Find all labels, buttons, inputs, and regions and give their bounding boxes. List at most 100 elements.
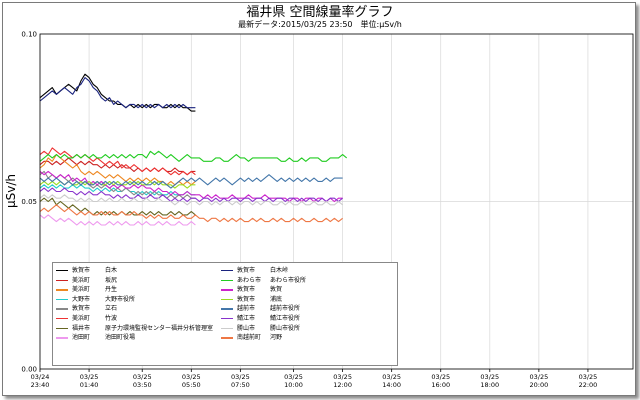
legend-item: 美浜町 坂尻 [56,276,213,286]
legend-city: 福井市 [72,324,91,332]
series-line [39,194,343,206]
legend-item: 越前市 越前市役所 [221,304,306,314]
x-tick-label: 16:00 [431,381,450,389]
legend-swatch [56,270,68,272]
legend-station: 立石 [105,305,118,313]
legend-swatch [221,279,233,282]
x-tick-label: 22:00 [579,381,598,389]
legend-item: 敦賀市 立石 [56,304,213,314]
legend-swatch [56,327,68,330]
legend-column-left: 敦賀市 白木 美浜町 坂尻 美浜町 丹生 大野市 大野市役所 敦賀市 立石 美浜町 竹波 福井市 原子力環… [56,266,213,343]
legend-swatch [221,308,233,310]
series-line [39,204,343,223]
legend-item: 池田町 池田町役場 [56,333,213,343]
legend-item: あわら市 あわら市役所 [221,276,306,286]
legend-item: 美浜町 竹波 [56,314,213,324]
legend-city: 美浜町 [72,276,91,284]
x-tick-label: 03/25 [431,373,450,381]
series-line [39,150,348,162]
legend-station: 坂尻 [105,276,118,284]
chart-title: 福井県 空間線量率グラフ [246,5,394,20]
x-tick-label: 03/25 [80,373,99,381]
legend-station: 竹波 [105,314,118,322]
legend-swatch [56,337,68,339]
series-line [39,147,196,176]
series-line [39,174,343,189]
legend-item: 大野市 大野市役所 [56,295,213,305]
legend-swatch [56,318,68,320]
legend-swatch [56,308,68,310]
legend-city: 敦賀市 [72,267,91,274]
legend-city: 大野市 [72,295,91,303]
x-tick-label: 01:40 [80,381,99,389]
legend-station: 越前市役所 [270,305,301,313]
legend-city: 敦賀市 [72,305,91,313]
legend-swatch [221,298,233,301]
y-tick-label: 0.00 [21,366,37,374]
x-tick-label: 20:00 [530,381,549,389]
series-line [39,154,196,186]
x-tick-label: 14:00 [382,381,401,389]
legend-swatch [221,327,233,330]
plot-border [39,33,634,370]
legend-city: 鯖江市 [237,314,256,322]
legend-station: 敦賀 [270,286,283,294]
series-line [39,157,196,176]
x-tick-label: 18:00 [480,381,499,389]
x-tick-label: 12:00 [333,381,352,389]
legend-swatch [56,298,68,301]
legend-item: 福井市 原子力環境監視センター福井分析管理室 [56,324,213,334]
series-line [39,184,196,196]
legend-station: 丹生 [105,286,118,294]
series-line [39,214,196,226]
series-layer [39,73,348,226]
legend-city: 越前市 [237,305,256,313]
legend-city: 敦賀市 [237,286,256,294]
legend-item: 鯖江市 鯖江市役所 [221,314,306,324]
legend-item: 敦賀市 敦賀 [221,285,306,295]
x-tick-label: 03/24 [31,373,50,381]
x-tick-label: 03/25 [182,373,201,381]
series-line [39,77,196,109]
x-tick-label: 03/25 [284,373,303,381]
legend-station: 河野 [270,334,283,342]
legend-station: 浦底 [270,295,283,303]
legend-station: 原子力環境監視センター福井分析管理室 [105,324,214,332]
x-tick-label: 03:50 [133,381,152,389]
legend-swatch [221,270,233,272]
legend-swatch [56,279,68,282]
x-tick-label: 23:40 [31,381,50,389]
legend-city: 敦賀市 [237,267,256,274]
legend-station: あわら市役所 [270,276,307,284]
legend-station: 白木峠 [270,267,289,274]
x-tick-label: 03/25 [480,373,499,381]
legend-city: あわら市 [237,276,262,284]
legend-station: 池田町役場 [105,334,136,342]
x-tick-label: 07:50 [231,381,250,389]
legend-city: 南越前町 [237,334,262,342]
legend-swatch [221,337,233,339]
series-line [39,73,196,112]
y-tick-label: 0.05 [21,198,37,206]
legend-swatch [56,289,68,291]
x-tick-label: 03/25 [333,373,352,381]
x-tick-label: 03/25 [530,373,549,381]
legend-city: 美浜町 [72,286,91,294]
x-tick-label: 05:50 [182,381,201,389]
legend-swatch [221,318,233,320]
x-tick-label: 03/25 [231,373,250,381]
legend-item: 南越前町 河野 [221,333,306,343]
x-tick-label: 10:00 [284,381,303,389]
legend-item: 美浜町 丹生 [56,285,213,295]
x-tick-label: 03/25 [133,373,152,381]
legend-item: 勝山市 勝山市役所 [221,324,306,334]
x-tick-label: 03/25 [382,373,401,381]
legend-station: 大野市役所 [105,295,136,303]
series-line [39,170,343,203]
x-tick-label: 03/25 [579,373,598,381]
y-tick-label: 0.10 [21,31,37,39]
legend-station: 白木 [105,267,118,274]
legend-item: 敦賀市 浦底 [221,295,306,305]
legend-column-right: 敦賀市 白木峠 あわら市 あわら市役所 敦賀市 敦賀 敦賀市 浦底 越前市 越前市役所 鯖江市 鯖江市… [221,266,306,343]
chart-subtitle: 最新データ:2015/03/25 23:50 単位:μSv/h [238,20,402,29]
